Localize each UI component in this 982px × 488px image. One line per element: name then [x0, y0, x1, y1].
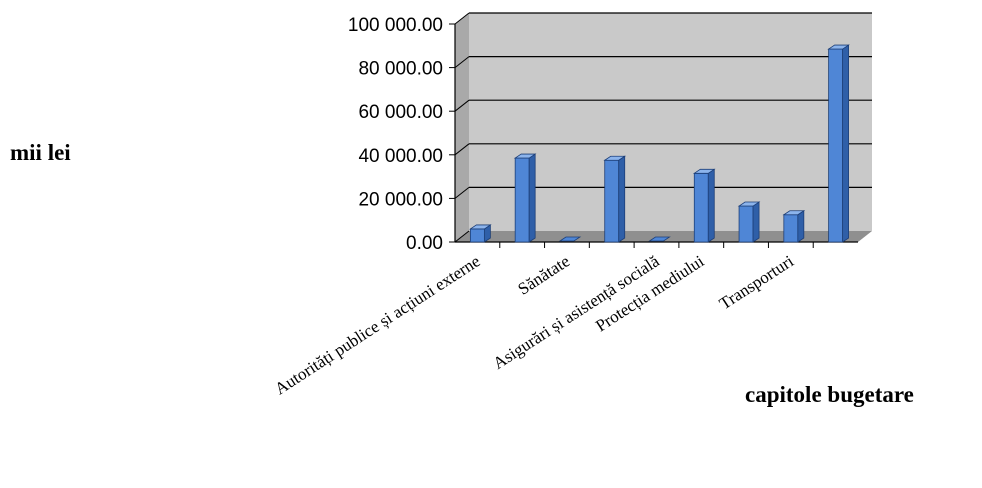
y-tick-label: 0.00: [406, 233, 443, 254]
x-axis-labels: Autorități publice și acțiuni externe Săn…: [271, 242, 814, 398]
bar-side: [797, 210, 805, 243]
bar-side: [842, 44, 850, 243]
plot-area: [454, 12, 872, 243]
bar: [827, 44, 850, 243]
bar-top: [513, 153, 537, 159]
bar: [513, 153, 537, 243]
bar-front: [828, 48, 844, 243]
plot-floor: [455, 231, 872, 242]
side-gridline: [454, 143, 470, 156]
bar-front: [469, 228, 485, 243]
bar: [737, 201, 761, 243]
bar-flat: [648, 236, 671, 242]
y-tick-label: 40 000.00: [358, 146, 443, 167]
y-axis-ticks: 0.00 20 000.00 40 000.00 60 000.00 80 000.00…: [348, 15, 455, 254]
bar-top: [827, 44, 850, 50]
bar: [648, 236, 671, 242]
bar: [558, 236, 582, 242]
bars: [469, 44, 850, 243]
bar-front: [693, 172, 709, 243]
y-tick-label: 80 000.00: [358, 59, 443, 80]
bar-front: [738, 205, 754, 243]
plot-side-wall: [455, 13, 469, 242]
x-tick-label: Autorități publice și acțiuni externe: [271, 251, 483, 398]
bar-top: [692, 168, 716, 174]
y-axis-title: mii lei: [10, 140, 71, 165]
bar-top: [782, 210, 806, 216]
bar-flat: [558, 236, 582, 242]
x-tick-label: Transporturi: [716, 251, 797, 313]
bar-top: [469, 224, 492, 230]
y-tick-label: 100 000.00: [348, 15, 443, 36]
bar-side: [752, 201, 760, 243]
bar-side: [528, 153, 536, 243]
side-gridline: [454, 56, 470, 68]
side-gridline: [454, 12, 470, 25]
bar-front: [604, 159, 620, 243]
bar-side: [618, 155, 626, 243]
bar: [692, 168, 716, 243]
x-axis-title: capitole bugetare: [745, 382, 914, 407]
y-tick-label: 60 000.00: [358, 102, 443, 123]
bar: [603, 155, 627, 243]
bar-front: [783, 214, 799, 243]
bar-side: [707, 168, 715, 243]
bar-top: [603, 155, 627, 161]
side-gridline: [454, 187, 470, 199]
bar: [782, 210, 806, 243]
bar: [469, 224, 492, 243]
bar-top: [737, 201, 761, 207]
bar-front: [514, 157, 530, 243]
y-tick-label: 20 000.00: [358, 189, 443, 210]
side-gridline: [454, 99, 470, 112]
side-gridline: [454, 230, 470, 243]
x-tick-label: Sănătate: [514, 251, 573, 298]
plot-back-wall: [469, 13, 872, 231]
